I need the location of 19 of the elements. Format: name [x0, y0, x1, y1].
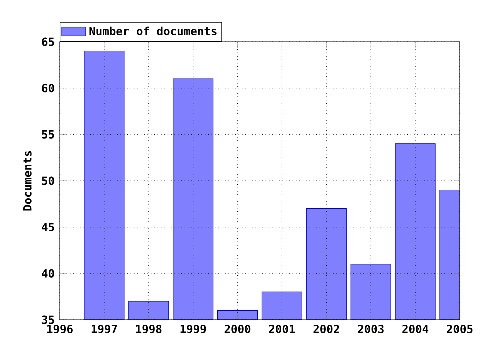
y-tick-label: 40	[42, 269, 54, 278]
y-tick-label: 50	[42, 176, 54, 186]
x-tick-label: 1996	[48, 324, 73, 334]
y-tick-label: 65	[42, 38, 54, 46]
x-tick-label: 2004	[402, 324, 429, 334]
y-tick-label: 35	[42, 316, 54, 324]
y-tick-label: 60	[42, 84, 54, 93]
x-tick-label: 2005	[447, 324, 473, 334]
x-tick-label: 1997	[92, 324, 118, 334]
x-tick-label: 1999	[180, 324, 206, 334]
x-tick-label: 1998	[136, 324, 162, 334]
x-tick-label: 2001	[269, 324, 296, 334]
y-tick-label: 55	[42, 130, 54, 139]
x-tick-label: 2003	[358, 324, 384, 334]
y-tick-label: 45	[42, 223, 54, 232]
legend-label: Number of documents	[90, 26, 217, 36]
x-tick-label: 2000	[224, 324, 251, 334]
y-axis-title: Documents	[23, 151, 32, 211]
x-tick-label: 2002	[314, 324, 340, 334]
